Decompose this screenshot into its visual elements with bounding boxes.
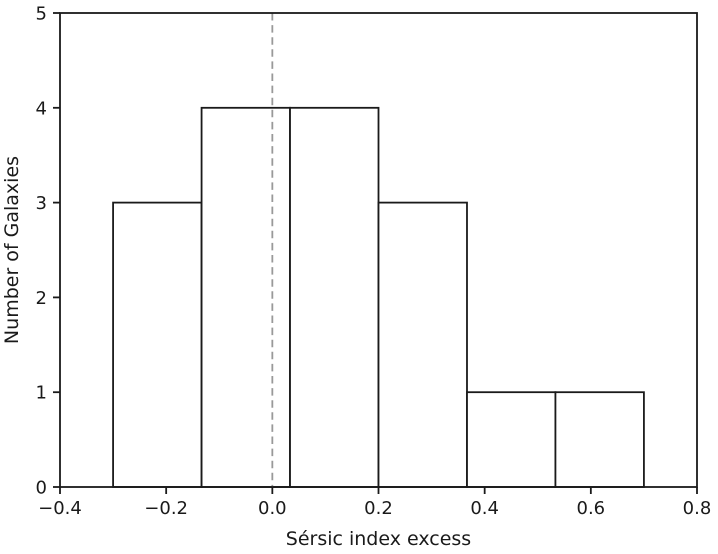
y-tick-label: 2: [36, 288, 47, 309]
y-axis-label: Number of Galaxies: [1, 156, 23, 344]
histogram-bar: [289, 106, 380, 488]
x-tick-label: −0.4: [38, 498, 82, 519]
y-tick-label: 0: [36, 478, 47, 499]
histogram-bar: [377, 201, 468, 488]
plot-area: −0.4 −0.2 0.0 0.2 0.4 0.6 0.8 0 1 2 3 4 5: [36, 4, 712, 520]
y-tick-label: 1: [36, 383, 47, 404]
histogram-bar: [466, 391, 557, 488]
x-axis-label: Sérsic index excess: [286, 528, 471, 550]
x-tick-label: 0.0: [258, 498, 287, 519]
y-tick-label: 3: [36, 193, 47, 214]
x-tick-label: 0.8: [683, 498, 712, 519]
histogram-bar: [200, 106, 291, 488]
histogram-bar: [554, 391, 645, 488]
x-tick-label: 0.4: [470, 498, 499, 519]
x-tick-label: −0.2: [144, 498, 188, 519]
y-tick-label: 4: [36, 98, 47, 119]
x-tick-label: 0.2: [364, 498, 393, 519]
histogram-bar: [112, 201, 203, 488]
y-tick-label: 5: [36, 4, 47, 25]
x-tick-label: 0.6: [577, 498, 606, 519]
